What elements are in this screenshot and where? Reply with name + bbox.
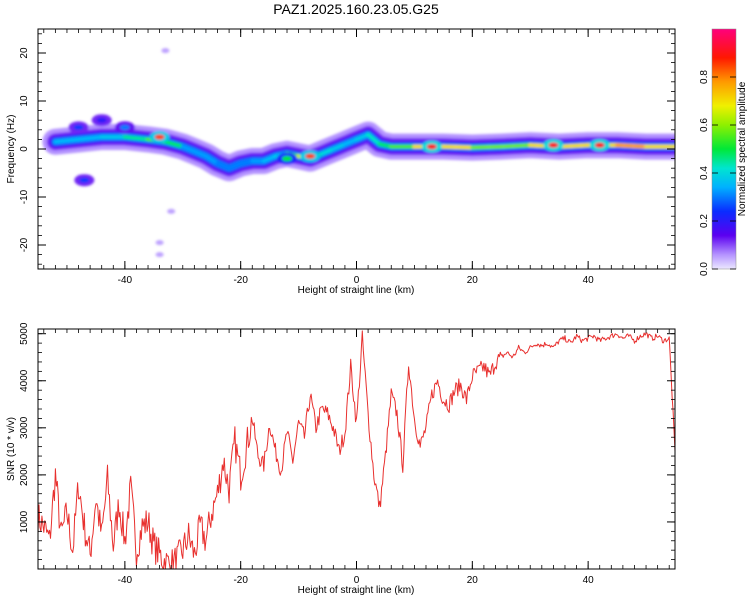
spectral-ridge-core <box>192 149 208 159</box>
spectral-ridge-core <box>53 137 81 144</box>
snr-series-line <box>38 330 675 569</box>
spectrogram-xtick-label: 0 <box>354 275 360 286</box>
spectral-blob <box>155 252 164 258</box>
snr-xtick-label: 20 <box>467 575 479 586</box>
spectrogram-xtick-label: 40 <box>583 275 595 286</box>
snr-ytick-label: 1000 <box>19 510 30 533</box>
colorbar-tick-label: 0.6 <box>699 118 710 132</box>
colorbar-frame <box>711 28 737 270</box>
snr-ytick-label: 3000 <box>19 416 30 439</box>
colorbar-label: Normalized spectral amplitude <box>737 81 748 216</box>
snr-ytick-label: 2000 <box>19 463 30 486</box>
spectral-ridge-core <box>122 135 151 142</box>
spectral-ridge-core <box>215 161 232 171</box>
spectral-ridge-core <box>557 143 591 149</box>
spectrogram-xlabel: Height of straight line (km) <box>298 285 415 296</box>
colorbar-gradient <box>712 29 736 269</box>
snr-xlabel: Height of straight line (km) <box>298 585 415 596</box>
spectral-ridge-core <box>342 137 359 147</box>
spectrogram-xtick-label: -20 <box>233 275 248 286</box>
spectral-blob <box>594 142 605 148</box>
spectral-ridge-core <box>203 154 220 166</box>
spectral-ridge-core <box>261 154 278 163</box>
spectral-blob <box>167 208 176 214</box>
chart-title: PAZ1.2025.160.23.05.G25 <box>273 1 439 17</box>
spectrogram-xtick-label: 20 <box>467 275 479 286</box>
spectral-ridge-core <box>180 144 197 154</box>
snr-xtick-label: -20 <box>233 575 248 586</box>
spectral-blob <box>119 124 130 130</box>
spectrogram-ytick-label: 0 <box>19 146 30 152</box>
spectrogram-ticks: -40 -20 0 20 40 -20 -10 0 10 20 <box>19 29 675 286</box>
colorbar-tick-label: 0.0 <box>699 262 710 276</box>
spectral-blob <box>548 142 559 148</box>
spectral-blob <box>73 124 84 130</box>
spectrogram-ytick-label: -20 <box>19 237 30 252</box>
spectrogram-ylabel: Frequency (Hz) <box>6 115 17 184</box>
spectrogram-ytick-label: 10 <box>19 95 30 107</box>
spectral-ridge-core <box>163 139 185 149</box>
spectral-blob <box>305 153 316 159</box>
spectrogram-frame <box>37 28 676 270</box>
spectral-blob <box>282 156 293 162</box>
colorbar-tick-label: 0.4 <box>699 166 710 180</box>
spectrogram-layers <box>42 48 675 258</box>
snr-ylabel: SNR (10 * v/v) <box>6 417 17 481</box>
snr-xtick-label: 40 <box>583 575 595 586</box>
spectral-ridge-core <box>441 144 475 150</box>
spectrogram-xtick-label: -40 <box>118 275 133 286</box>
spectrogram-plot-area <box>38 29 675 269</box>
colorbar-tick-label: 0.2 <box>699 214 710 228</box>
spectral-ridge-core <box>615 143 649 149</box>
spectral-ridge-core <box>354 132 371 142</box>
snr-frame <box>37 328 676 570</box>
spectral-blob <box>426 144 437 150</box>
snr-xtick-label: 0 <box>354 575 360 586</box>
spectral-ridge-core <box>470 144 504 150</box>
colorbar-tick-label: 0.8 <box>699 70 710 84</box>
colorbar-ticks: 0.0 0.2 0.4 0.6 0.8 <box>699 70 736 276</box>
snr-ytick-label: 5000 <box>19 322 30 345</box>
spectrogram-ytick-label: -10 <box>19 189 30 204</box>
snr-ytick-label: 4000 <box>19 369 30 392</box>
snr-panel: -40 -20 0 20 40 1000 2000 3000 4000 5000 Height o… <box>6 322 676 596</box>
snr-plot-area <box>38 329 675 569</box>
snr-xtick-label: -40 <box>118 575 133 586</box>
spectral-ridge-core <box>76 135 104 142</box>
spectral-ridge-core <box>366 132 382 147</box>
spectral-blob <box>79 177 90 183</box>
spectral-ridge-core <box>331 142 347 151</box>
spectral-blob <box>96 117 107 123</box>
spectrogram-ytick-label: 20 <box>19 47 30 59</box>
spectral-blob <box>154 134 165 140</box>
spectral-blob <box>161 48 170 54</box>
spectral-ridge-core <box>499 143 533 149</box>
colorbar: 0.0 0.2 0.4 0.6 0.8 Normalized spectral ampl… <box>699 28 748 276</box>
spectral-ridge-core <box>319 147 336 156</box>
spectrogram-panel: -40 -20 0 20 40 -20 -10 0 10 20 Height of straigh… <box>6 28 676 296</box>
spectral-ridge-core <box>227 161 243 171</box>
spectral-blob <box>155 240 164 246</box>
